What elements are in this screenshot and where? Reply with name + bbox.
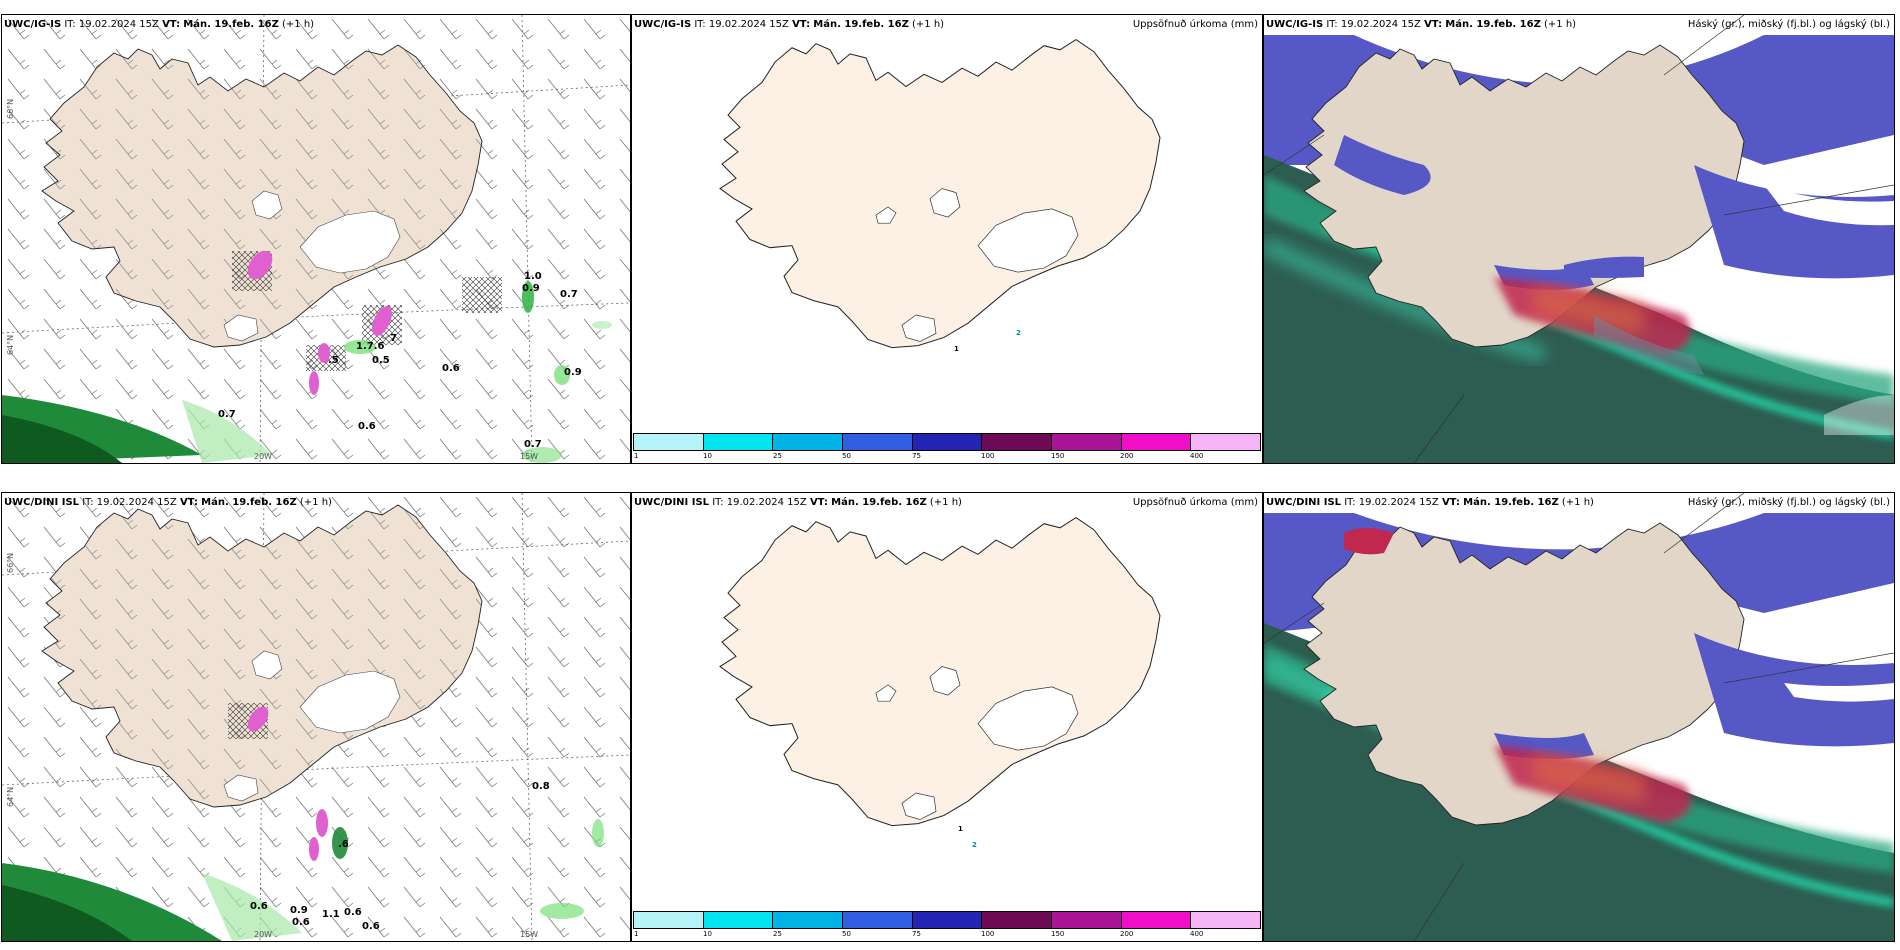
wind-value: 0.5 <box>372 355 390 366</box>
wind-panel-bottom: UWC/DINI ISL IT: 19.02.2024 15Z VT: Mán.… <box>1 492 631 942</box>
cloud-panel-bottom: UWC/DINI ISL IT: 19.02.2024 15Z VT: Mán.… <box>1263 492 1895 942</box>
panel-header: UWC/DINI ISL IT: 19.02.2024 15Z VT: Mán.… <box>634 497 962 508</box>
precip-colorbar-ticks: 1 10 25 50 75 100 150 200 400 <box>634 930 1204 938</box>
lat-label-64: 64°N <box>6 786 15 807</box>
precip-value: 1 <box>958 825 963 833</box>
wind-value: 0.7 <box>560 289 578 300</box>
wind-value: 0.6 <box>250 901 268 912</box>
wind-value: 1.0 <box>524 271 542 282</box>
precip-value: 1 <box>954 345 959 353</box>
wind-panel-top: UWC/IG-IS IT: 19.02.2024 15Z VT: Mán. 19… <box>1 14 631 464</box>
lat-label-64: 64°N <box>6 334 15 355</box>
panel-header: UWC/IG-IS IT: 19.02.2024 15Z VT: Mán. 19… <box>634 19 945 30</box>
wind-value: 0.7 <box>524 439 542 450</box>
precip-value: 2 <box>1016 329 1021 337</box>
lon-label-15: 15W <box>520 452 539 461</box>
wind-value: .6 <box>338 839 349 850</box>
wind-value: .5 <box>328 355 339 366</box>
lon-label-15: 15W <box>520 930 539 939</box>
panel-header: UWC/DINI ISL IT: 19.02.2024 15Z VT: Mán.… <box>4 497 332 508</box>
precip-title: Uppsöfnuð úrkoma (mm) <box>1132 497 1258 508</box>
wind-value: 7 <box>390 333 397 344</box>
precip-title: Uppsöfnuð úrkoma (mm) <box>1132 19 1258 30</box>
precip-panel-bottom: UWC/DINI ISL IT: 19.02.2024 15Z VT: Mán.… <box>631 492 1263 942</box>
cloud-map <box>1264 15 1894 463</box>
lon-label-20: 20W <box>254 452 273 461</box>
panel-header: UWC/IG-IS IT: 19.02.2024 15Z VT: Mán. 19… <box>4 19 315 30</box>
wind-value: 0.9 <box>564 367 582 378</box>
cloud-panel-top: UWC/IG-IS IT: 19.02.2024 15Z VT: Mán. 19… <box>1263 14 1895 464</box>
precip-panel-top: UWC/IG-IS IT: 19.02.2024 15Z VT: Mán. 19… <box>631 14 1263 464</box>
wind-value: 1.1 <box>322 909 340 920</box>
panel-header: UWC/IG-IS IT: 19.02.2024 15Z VT: Mán. 19… <box>1266 19 1577 30</box>
lat-label-66: 66°N <box>6 98 15 119</box>
precip-map <box>632 15 1262 463</box>
wind-value: 0.6 <box>362 921 380 932</box>
wind-value: 0.6 <box>292 917 310 928</box>
cloud-title: Háský (gr.), miðský (fj.bl.) og lágský (… <box>1687 497 1890 508</box>
precip-colorbar <box>633 911 1261 929</box>
lat-label-66: 66°N <box>6 552 15 573</box>
precip-colorbar <box>633 433 1261 451</box>
wind-value: 0.9 <box>290 905 308 916</box>
cloud-map <box>1264 493 1894 941</box>
precip-colorbar-ticks: 1 10 25 50 75 100 150 200 400 <box>634 452 1204 460</box>
precip-value: 2 <box>972 841 977 849</box>
wind-value: 1.7.6 <box>356 341 385 352</box>
wind-map <box>2 493 630 941</box>
wind-value: 0.6 <box>344 907 362 918</box>
wind-value: 0.8 <box>532 781 550 792</box>
cloud-title: Háský (gr.), miðský (fj.bl.) og lágský (… <box>1687 19 1890 30</box>
wind-value: 0.7 <box>218 409 236 420</box>
wind-value: 0.6 <box>442 363 460 374</box>
wind-value: 0.6 <box>358 421 376 432</box>
wind-value: 0.9 <box>522 283 540 294</box>
wind-map <box>2 15 630 463</box>
panel-header: UWC/DINI ISL IT: 19.02.2024 15Z VT: Mán.… <box>1266 497 1594 508</box>
lon-label-20: 20W <box>254 930 273 939</box>
precip-map <box>632 493 1262 941</box>
